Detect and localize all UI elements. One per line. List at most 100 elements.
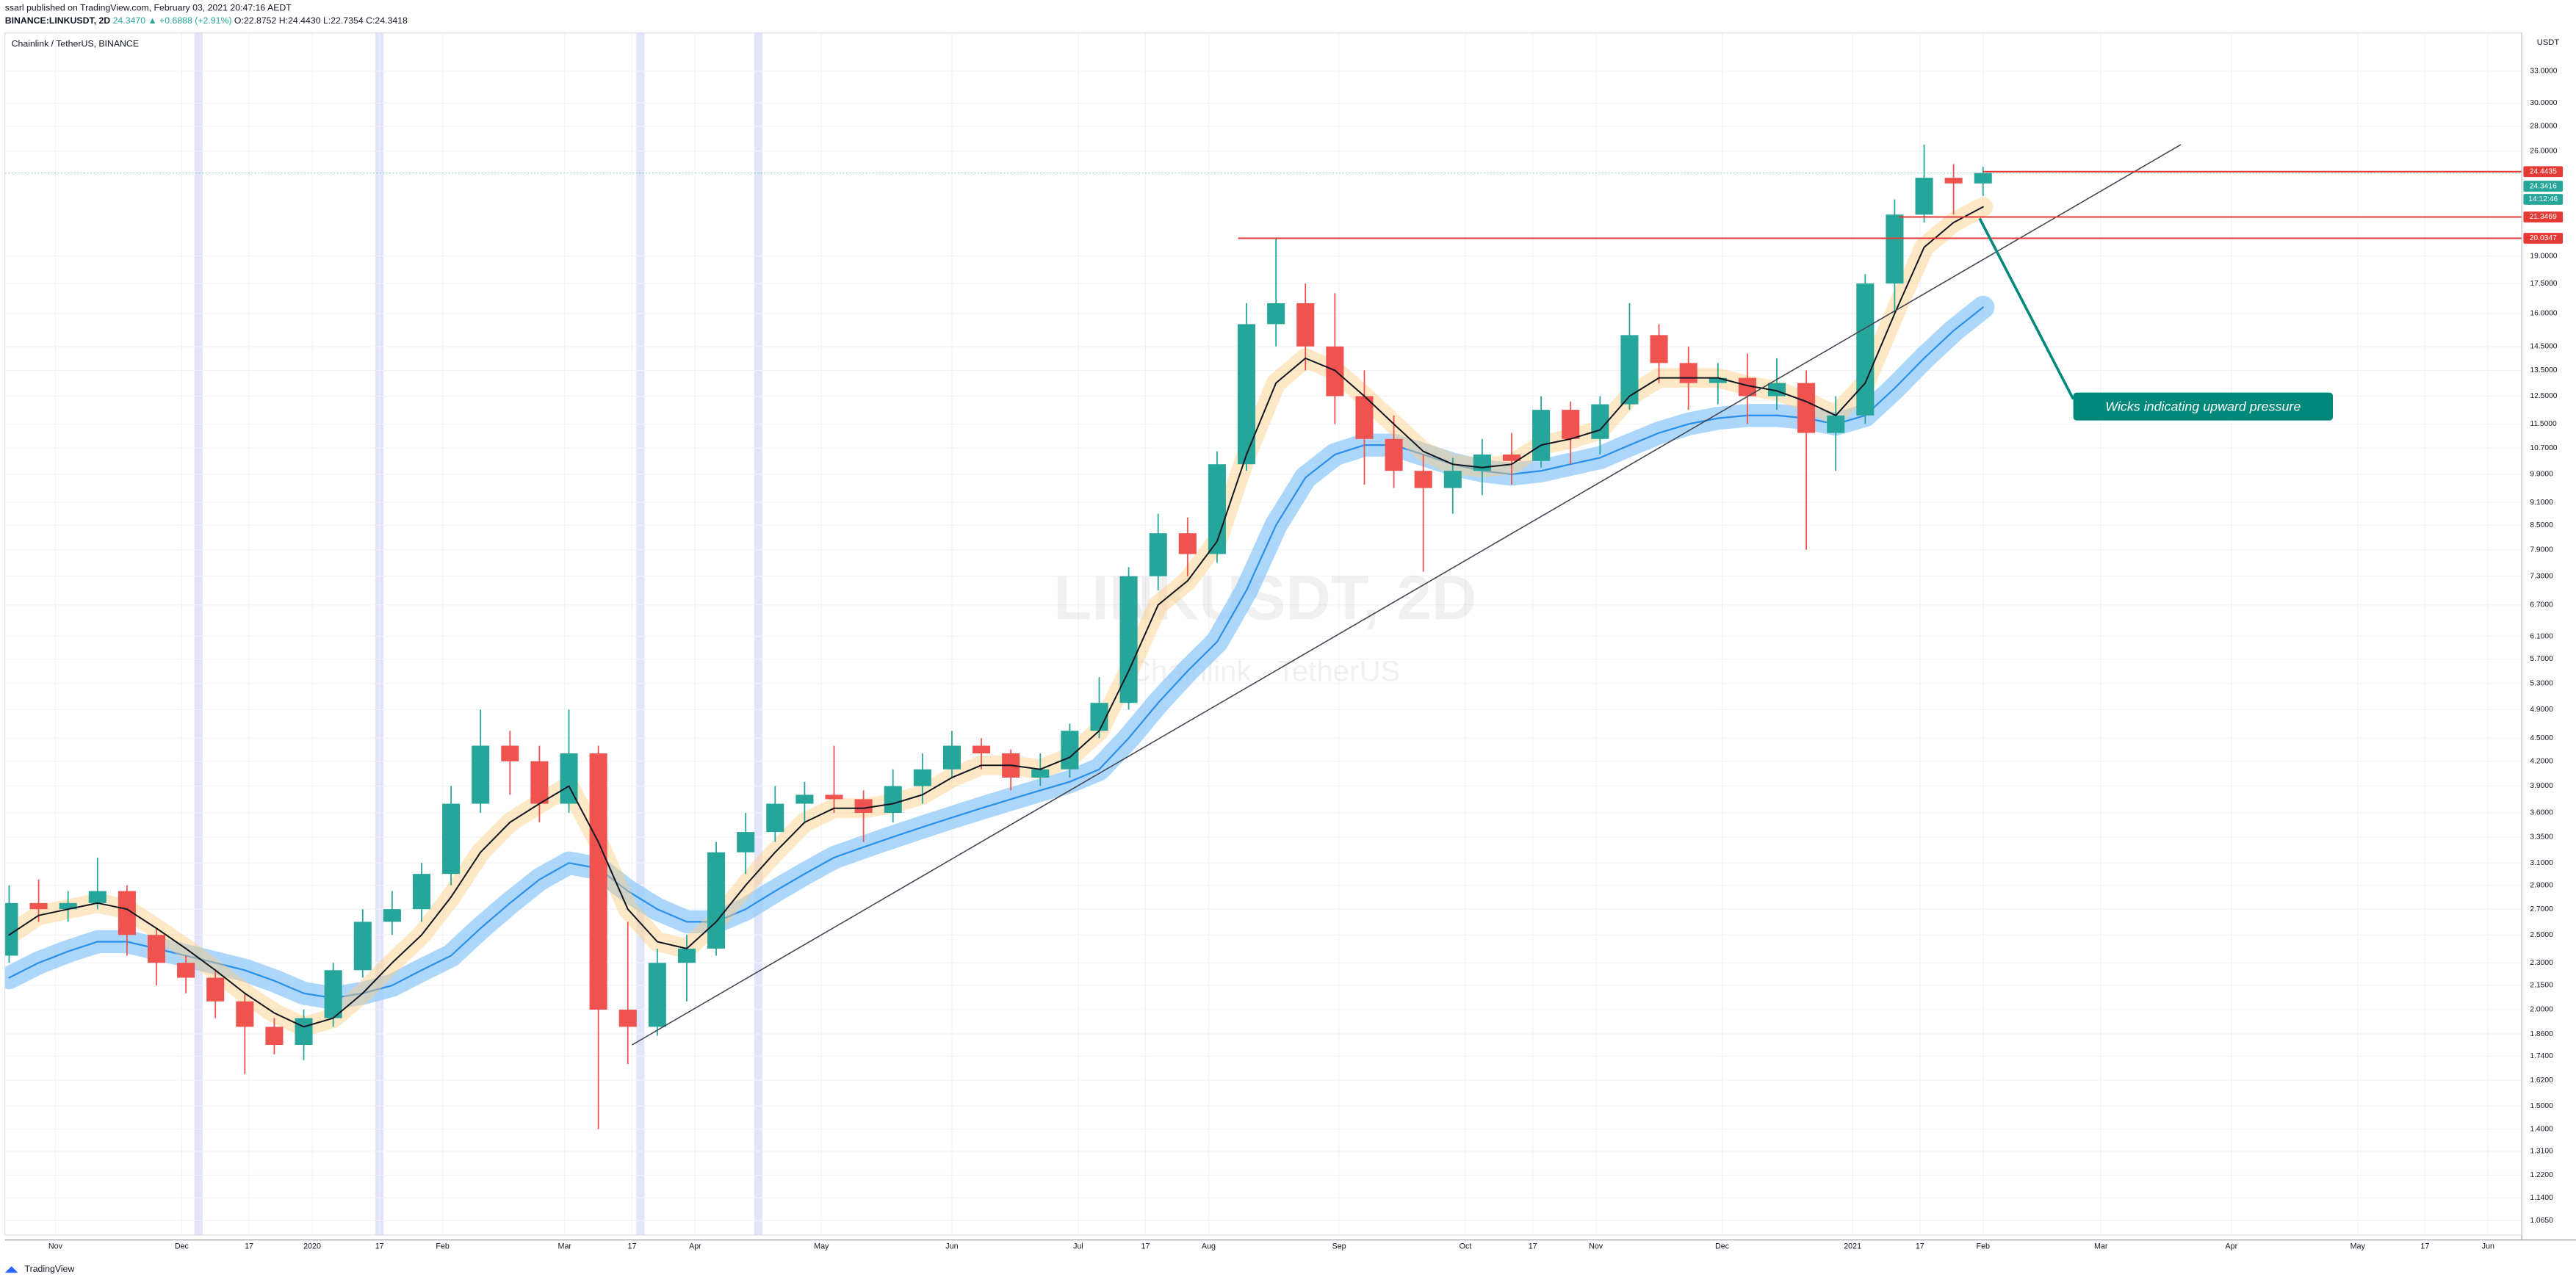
annotation-box: [2073, 392, 2333, 421]
candle-body: [766, 803, 784, 833]
axis-unit: USDT: [2537, 38, 2560, 47]
last-price-label: 24.3416: [2530, 182, 2557, 190]
candle-body: [1679, 363, 1698, 383]
candle-body: [1974, 173, 1992, 184]
level-label: 20.0347: [2530, 234, 2557, 242]
candle-body: [88, 891, 107, 903]
candle-body: [501, 745, 519, 761]
low: L:22.7354: [323, 15, 364, 26]
symbol: BINANCE:LINKUSDT, 2D: [5, 15, 111, 26]
y-tick-label: 1.1400: [2530, 1194, 2553, 1202]
y-tick-label: 4.9000: [2530, 706, 2553, 714]
candle-body: [1797, 383, 1816, 433]
high: H:24.4430: [279, 15, 321, 26]
candle-body: [1355, 396, 1374, 439]
candle-body: [1827, 415, 1845, 433]
y-tick-label: 11.5000: [2530, 420, 2557, 428]
brand-logo: [4, 1266, 18, 1273]
y-tick-label: 12.5000: [2530, 392, 2557, 400]
candle-body: [1562, 410, 1580, 439]
candle-body: [324, 970, 342, 1018]
x-tick-label: Aug: [1202, 1242, 1216, 1250]
y-tick-label: 1.2200: [2530, 1171, 2553, 1179]
countdown-label-bg: [2523, 194, 2564, 205]
y-tick-label: 2.0000: [2530, 1006, 2553, 1014]
x-tick-label: Jun: [945, 1242, 958, 1250]
session-highlight: [636, 32, 645, 1235]
x-tick-label: Mar: [2094, 1242, 2108, 1250]
candle-body: [560, 753, 578, 804]
candle-body: [1620, 335, 1639, 405]
level-label-bg: [2523, 211, 2564, 222]
published-line: ssarl published on TradingView.com, Febr…: [5, 2, 292, 12]
annotation-text: Wicks indicating upward pressure: [2105, 399, 2301, 413]
y-tick-label: 6.1000: [2530, 632, 2553, 640]
fast-ma-line: [8, 206, 1984, 1028]
y-tick-label: 2.7000: [2530, 905, 2553, 913]
candle-body: [29, 902, 48, 910]
candle-body: [1443, 471, 1462, 488]
x-tick-label: Apr: [689, 1242, 701, 1250]
candle-body: [236, 1001, 254, 1027]
x-tick-label: Nov: [48, 1242, 63, 1250]
candle-body: [1709, 377, 1727, 383]
candle-body: [1532, 410, 1551, 461]
x-tick-label: 17: [1529, 1242, 1537, 1250]
trendline: [632, 144, 2182, 1046]
y-tick-label: 1.6200: [2530, 1076, 2553, 1085]
y-tick-label: 30.0000: [2530, 99, 2557, 107]
candle-body: [383, 909, 401, 922]
x-tick-label: 2020: [303, 1242, 321, 1250]
candle-body: [1414, 471, 1432, 488]
y-tick-label: 14.5000: [2530, 343, 2557, 351]
x-tick-label: Dec: [175, 1242, 190, 1250]
x-tick-label: 2021: [1844, 1242, 1861, 1250]
candle-body: [1031, 769, 1050, 778]
candle-body: [795, 794, 814, 804]
candle-body: [1502, 454, 1521, 461]
candle-body: [1856, 283, 1875, 416]
level-label: 24.4435: [2530, 167, 2557, 175]
y-tick-label: 4.5000: [2530, 734, 2553, 742]
candle-body: [147, 935, 166, 963]
candle-body: [1178, 533, 1197, 554]
y-tick-label: 10.7000: [2530, 444, 2557, 452]
candle-body: [1061, 731, 1079, 770]
candle-body: [677, 948, 696, 963]
candle-body: [618, 1009, 637, 1027]
candle-body: [884, 786, 902, 814]
y-tick-label: 3.1000: [2530, 859, 2553, 867]
candle-body: [1650, 335, 1668, 363]
y-tick-label: 3.3500: [2530, 833, 2553, 841]
candle-body: [737, 832, 755, 853]
session-highlight: [194, 32, 203, 1235]
y-tick-label: 1.0650: [2530, 1217, 2553, 1225]
candle-body: [854, 799, 873, 814]
candle-body: [1385, 438, 1403, 471]
y-tick-label: 33.0000: [2530, 68, 2557, 76]
candle-body: [472, 745, 490, 804]
x-tick-label: 17: [627, 1242, 636, 1250]
y-tick-label: 6.7000: [2530, 601, 2553, 609]
y-tick-label: 26.0000: [2530, 147, 2557, 155]
candle-body: [589, 753, 607, 1010]
candle-body: [530, 761, 549, 804]
y-tick-label: 9.9000: [2530, 471, 2553, 479]
x-tick-label: Sep: [1332, 1242, 1346, 1250]
y-tick-label: 2.5000: [2530, 931, 2553, 939]
x-tick-label: 17: [245, 1242, 253, 1250]
y-tick-label: 5.3000: [2530, 679, 2553, 687]
countdown-label: 14:12:46: [2528, 195, 2558, 203]
candle-body: [1473, 454, 1491, 471]
chart-title: Chainlink / TetherUS, BINANCE: [12, 39, 139, 49]
y-tick-label: 2.3000: [2530, 959, 2553, 967]
x-tick-label: 17: [1916, 1242, 1924, 1250]
candle-body: [177, 963, 195, 978]
candle-body: [1237, 324, 1256, 465]
y-tick-label: 3.6000: [2530, 809, 2553, 817]
y-tick-label: 9.1000: [2530, 499, 2553, 507]
